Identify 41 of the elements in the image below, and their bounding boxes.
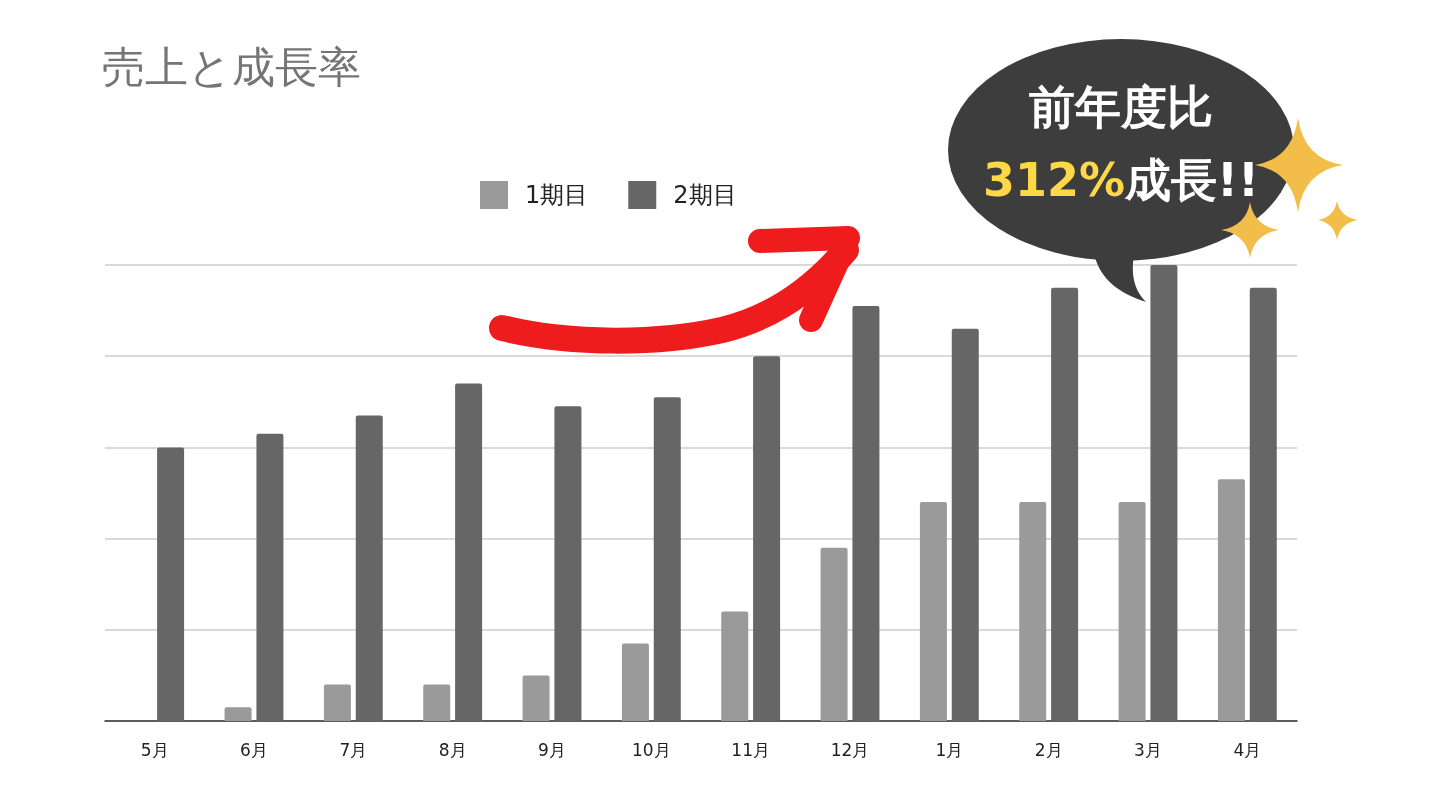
- x-tick-label: 6月: [240, 739, 268, 760]
- text: 312%: [982, 153, 1126, 207]
- bar: [721, 611, 749, 721]
- x-tick-label: 11月: [731, 739, 770, 760]
- bar: [1051, 287, 1079, 721]
- bar: [224, 707, 252, 721]
- bar: [919, 502, 947, 721]
- bar: [1150, 265, 1178, 721]
- x-tick-label: 9月: [538, 739, 566, 760]
- bar: [1118, 502, 1146, 721]
- x-tick-label: 3月: [1134, 739, 1162, 760]
- bar: [1217, 479, 1245, 721]
- x-tick-label: 2月: [1034, 739, 1063, 760]
- chart-title: 売上と成長率: [102, 41, 361, 92]
- bar: [256, 433, 284, 721]
- x-tick-label: 7月: [339, 739, 368, 760]
- bar: [653, 397, 681, 721]
- bar: [621, 643, 649, 721]
- bar: [554, 406, 582, 721]
- bar: [852, 306, 880, 721]
- bar: [522, 675, 550, 721]
- bar: [355, 415, 383, 721]
- bar: [951, 328, 979, 721]
- x-tick-label: 12月: [830, 739, 870, 760]
- bar: [423, 684, 451, 721]
- x-tick-label: 5月: [140, 739, 169, 760]
- bar: [1249, 287, 1277, 721]
- bar: [753, 356, 781, 721]
- text: 成長!!: [1125, 153, 1260, 207]
- x-tick-label: 10月: [632, 739, 671, 760]
- bar: [323, 684, 351, 721]
- x-tick-label: 1月: [935, 739, 964, 760]
- bar: [157, 447, 185, 721]
- legend-label: 1期目: [525, 181, 589, 209]
- bar: [1019, 502, 1047, 721]
- bar: [820, 547, 848, 721]
- legend-label: 2期目: [673, 181, 737, 209]
- text: 前年度比: [1029, 80, 1213, 134]
- x-tick-label: 8月: [438, 739, 467, 760]
- x-tick-label: 4月: [1233, 739, 1262, 760]
- bar: [455, 383, 483, 721]
